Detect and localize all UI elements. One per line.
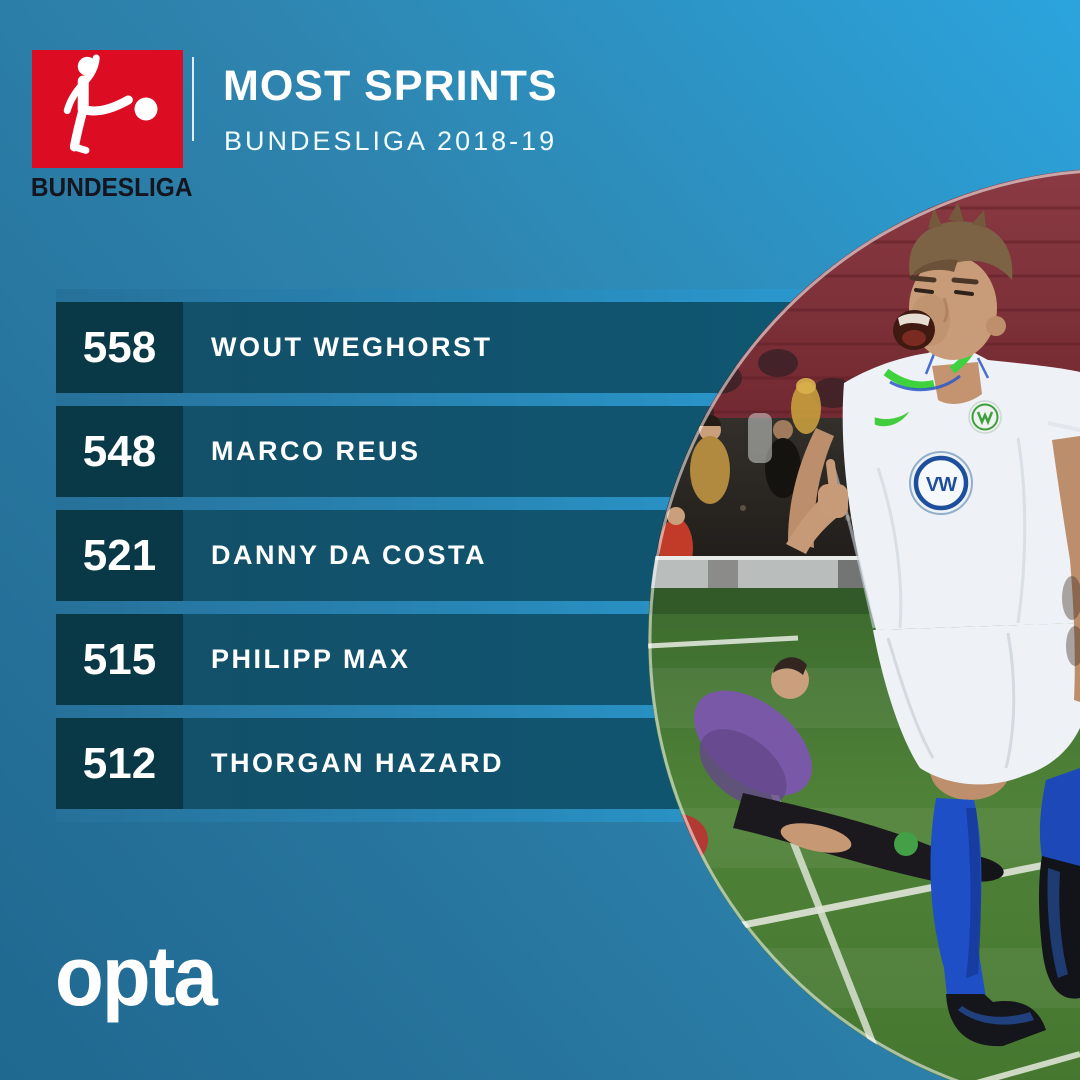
trophy-ad (791, 382, 821, 434)
rank-value: 558 (56, 302, 183, 393)
bundesliga-player-icon (63, 54, 158, 154)
wolfsburg-crest-icon (968, 400, 1002, 434)
rank-value: 515 (56, 614, 183, 705)
page-subtitle: BUNDESLIGA 2018-19 (224, 126, 558, 156)
player-photo: 9 (648, 168, 1080, 1080)
celebrating-player-figure: 9 (786, 202, 1080, 1047)
header-divider (192, 57, 194, 141)
photo-rim (648, 170, 1080, 1080)
bundesliga-wordmark: BUNDESLIGA (30, 172, 193, 202)
rank-value: 521 (56, 510, 183, 601)
swoosh-icon (874, 411, 910, 427)
player-photo-illustration: 9 (648, 168, 1080, 1080)
pointing-finger (826, 458, 838, 490)
page-title: MOST SPRINTS (223, 62, 558, 110)
crowd-person (690, 436, 730, 504)
rank-value: 548 (56, 406, 183, 497)
opta-logo: opta (55, 929, 218, 1023)
bundesliga-logo (32, 50, 183, 168)
vw-badge-icon: VW (909, 451, 973, 515)
rank-value: 512 (56, 718, 183, 809)
chest-sponsor: VW (926, 474, 957, 496)
